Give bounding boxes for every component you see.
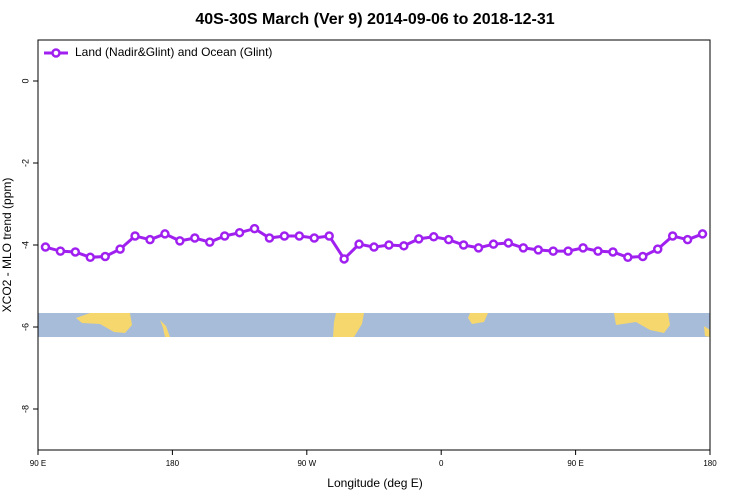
point bbox=[697, 229, 708, 239]
point bbox=[279, 231, 290, 241]
point bbox=[428, 232, 439, 242]
point bbox=[324, 231, 334, 241]
x-tick-label: 90 W bbox=[297, 459, 316, 468]
land bbox=[614, 313, 670, 333]
point bbox=[204, 237, 215, 247]
point bbox=[443, 234, 454, 245]
point bbox=[384, 240, 394, 250]
legend-label: Land (Nadir&Glint) and Ocean (Glint) bbox=[75, 45, 272, 59]
x-tick-label: 180 bbox=[166, 459, 180, 468]
point bbox=[339, 254, 349, 264]
y-axis-label: XCO2 - MLO trend (ppm) bbox=[0, 178, 14, 313]
point bbox=[40, 242, 51, 252]
land bbox=[76, 313, 132, 333]
land bbox=[704, 326, 710, 337]
point bbox=[115, 244, 125, 254]
point bbox=[70, 247, 81, 257]
point bbox=[399, 241, 409, 251]
point bbox=[55, 246, 66, 256]
x-axis-label: Longitude (deg E) bbox=[327, 476, 422, 490]
point bbox=[249, 223, 260, 234]
chart-title: 40S-30S March (Ver 9) 2014-09-06 to 2018… bbox=[195, 11, 554, 28]
point bbox=[563, 246, 573, 256]
point bbox=[548, 246, 558, 256]
x-tick-label: 90 E bbox=[30, 459, 46, 468]
point bbox=[638, 251, 648, 262]
point bbox=[518, 243, 529, 253]
y-tick-label: -8 bbox=[20, 405, 30, 413]
point bbox=[369, 242, 379, 252]
land bbox=[468, 313, 488, 324]
point bbox=[667, 231, 678, 241]
x-tick-label: 90 E bbox=[567, 459, 583, 468]
point bbox=[608, 247, 618, 257]
point bbox=[593, 246, 603, 256]
y-tick-label: 0 bbox=[20, 78, 30, 83]
point bbox=[309, 233, 320, 243]
y-tick-label: -6 bbox=[20, 323, 30, 331]
point bbox=[190, 233, 200, 243]
legend-marker bbox=[51, 48, 61, 58]
y-tick-label: -2 bbox=[20, 159, 30, 167]
point bbox=[354, 239, 364, 249]
map-strip bbox=[38, 313, 710, 337]
point bbox=[85, 252, 96, 263]
y-tick-label: -4 bbox=[20, 241, 30, 249]
point bbox=[160, 229, 170, 239]
land bbox=[160, 320, 170, 337]
x-tick-label: 180 bbox=[703, 459, 717, 468]
point bbox=[623, 252, 633, 263]
point bbox=[175, 236, 185, 246]
point bbox=[294, 231, 305, 241]
point bbox=[578, 243, 588, 253]
land bbox=[333, 313, 364, 337]
ocean-band bbox=[38, 313, 710, 337]
point bbox=[533, 245, 544, 255]
point bbox=[234, 227, 245, 238]
point bbox=[145, 234, 155, 245]
x-tick-label: 0 bbox=[439, 459, 444, 468]
point bbox=[130, 231, 140, 241]
point bbox=[488, 239, 499, 249]
point bbox=[414, 234, 424, 244]
point bbox=[503, 238, 514, 248]
point bbox=[652, 244, 663, 254]
point bbox=[219, 231, 230, 241]
point bbox=[682, 234, 693, 245]
point bbox=[100, 251, 110, 262]
point bbox=[458, 240, 469, 250]
point bbox=[264, 233, 275, 243]
point bbox=[473, 243, 484, 253]
